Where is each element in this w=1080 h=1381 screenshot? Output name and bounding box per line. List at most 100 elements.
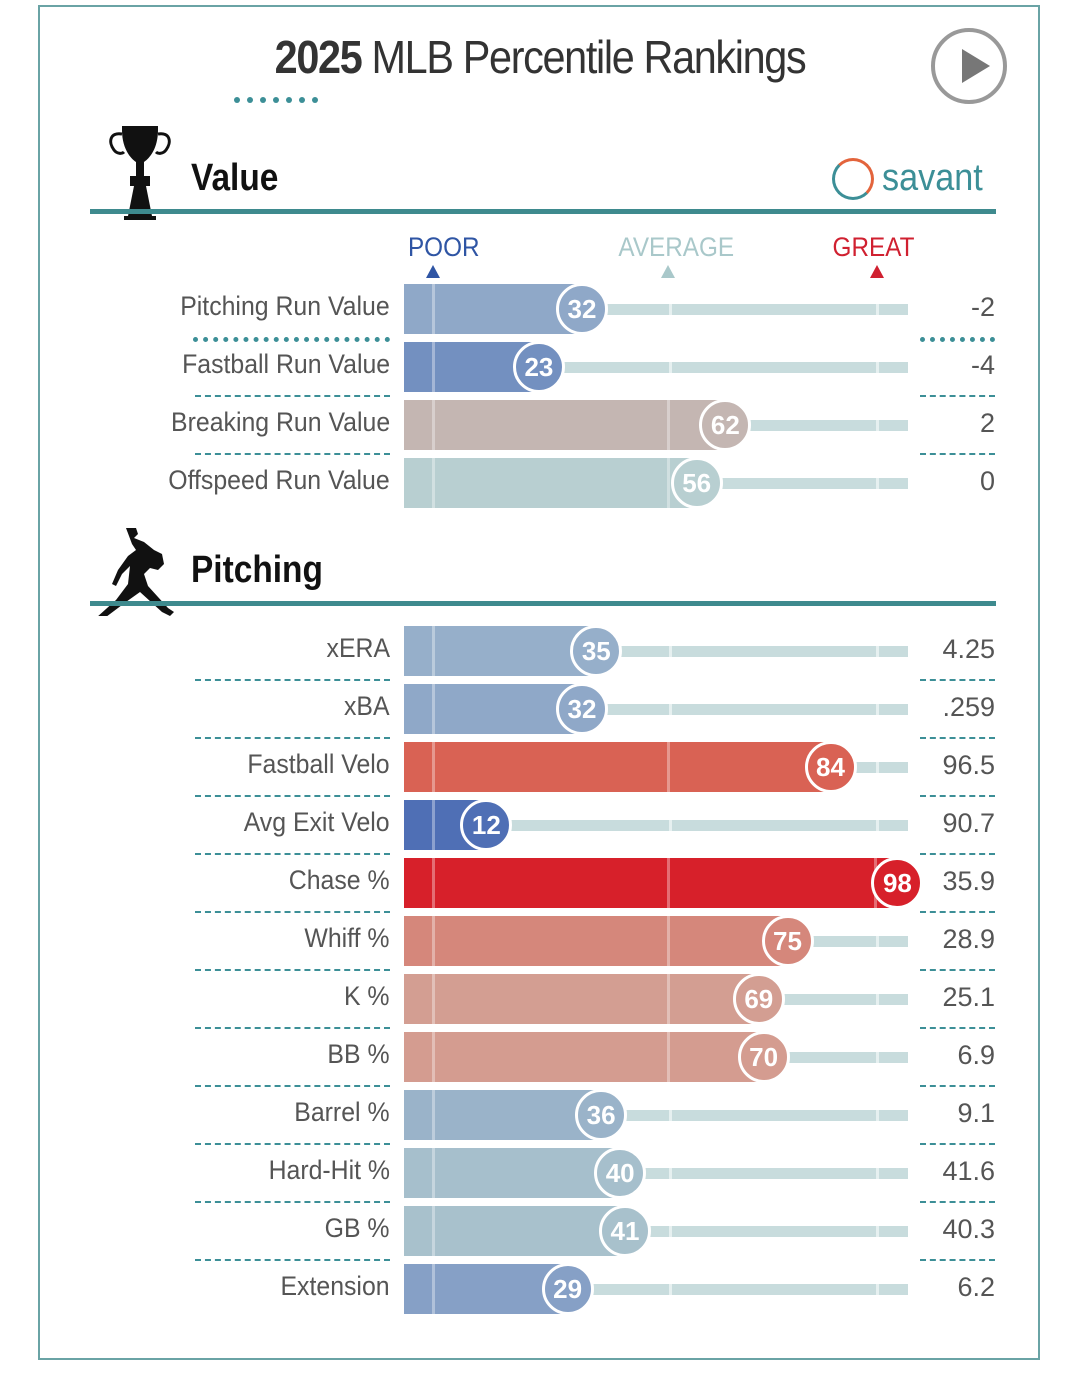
bar-track (404, 1168, 908, 1179)
row-separator (195, 1085, 390, 1087)
row-separator (195, 1201, 390, 1203)
metric-label: Whiff % (304, 923, 390, 953)
row-separator (920, 969, 995, 971)
metric-label: Hard-Hit % (268, 1155, 390, 1185)
track-tick (876, 1110, 879, 1121)
row-separator (195, 1143, 390, 1145)
metric-label: K % (344, 981, 390, 1011)
percentile-bar (404, 1206, 625, 1256)
percentile-bar (404, 742, 831, 792)
percentile-bar-row: 98 (404, 857, 924, 909)
percentile-bar (404, 684, 582, 734)
savant-logo: savant (832, 157, 994, 200)
title-dots-decoration (234, 97, 318, 103)
metric-label: Pitching Run Value (180, 291, 390, 321)
percentile-badge: 98 (871, 857, 924, 909)
track-tick (669, 1168, 672, 1179)
metric-value: 6.2 (957, 1272, 995, 1302)
track-tick (876, 362, 879, 373)
percentile-bar (404, 974, 759, 1024)
percentile-badge: 32 (555, 683, 608, 735)
percentile-bar-row: 35 (404, 625, 908, 677)
metric-label: Fastball Run Value (181, 349, 390, 379)
row-separator (195, 911, 390, 913)
percentile-bar (404, 1032, 764, 1082)
great-marker-icon (870, 265, 884, 278)
average-marker-icon (661, 265, 675, 278)
metric-value: 4.25 (942, 634, 995, 664)
row-separator (920, 395, 995, 397)
metric-value: 25.1 (942, 982, 995, 1012)
percentile-badge: 40 (594, 1147, 647, 1199)
savant-brand-text: savant (882, 157, 983, 199)
percentile-bar (404, 458, 697, 508)
percentile-bar-row: 84 (404, 741, 908, 793)
metric-label: Breaking Run Value (170, 407, 390, 437)
bar-track (404, 646, 908, 657)
row-separator (920, 1085, 995, 1087)
bar-track (404, 1226, 908, 1237)
track-tick (876, 478, 879, 489)
percentile-badge: 36 (575, 1089, 628, 1141)
row-separator (195, 969, 390, 971)
percentile-badge: 56 (670, 457, 723, 509)
metric-value: 41.6 (942, 1156, 995, 1186)
row-separator (920, 737, 995, 739)
percentile-badge: 75 (761, 915, 814, 967)
title-year: 2025 (274, 31, 363, 83)
percentile-bar (404, 400, 726, 450)
percentile-bar (404, 284, 582, 334)
row-separator (195, 853, 390, 855)
percentile-badge: 29 (541, 1263, 594, 1315)
percentile-badge: 41 (598, 1205, 651, 1257)
metric-value: 40.3 (942, 1214, 995, 1244)
bar-track (404, 820, 908, 831)
metric-label: Barrel % (294, 1097, 390, 1127)
percentile-bar-row: 36 (404, 1089, 908, 1141)
percentile-bar-row: 56 (404, 457, 908, 509)
metric-label: BB % (327, 1039, 390, 1069)
track-tick (876, 1052, 879, 1063)
percentile-bar-row: 40 (404, 1147, 908, 1199)
row-separator (920, 795, 995, 797)
track-tick (876, 1168, 879, 1179)
percentile-bar (404, 858, 898, 908)
percentile-bar (404, 1264, 568, 1314)
metric-label: GB % (325, 1213, 390, 1243)
metric-label: Extension (280, 1271, 390, 1301)
play-button[interactable] (931, 28, 1007, 104)
bar-track (404, 1110, 908, 1121)
percentile-bar (404, 1148, 621, 1198)
row-separator (195, 679, 390, 681)
track-tick (876, 420, 879, 431)
trophy-icon (109, 126, 171, 220)
scale-great-label: GREAT (832, 232, 915, 262)
track-tick (669, 1284, 672, 1295)
track-tick (669, 362, 672, 373)
metric-value: 35.9 (942, 866, 995, 896)
row-separator (920, 911, 995, 913)
percentile-badge: 69 (732, 973, 785, 1025)
row-separator (920, 1143, 995, 1145)
metric-label: Fastball Velo (247, 749, 390, 779)
metric-value: -2 (970, 292, 995, 322)
track-tick (876, 820, 879, 831)
percentile-badge: 23 (512, 341, 565, 393)
track-tick (876, 704, 879, 715)
bar-track (404, 362, 908, 373)
percentile-bar-row: 32 (404, 283, 908, 335)
percentile-bar (404, 916, 788, 966)
percentile-bar-row: 12 (404, 799, 908, 851)
pitcher-icon (98, 528, 174, 616)
track-tick (876, 762, 879, 773)
row-separator (920, 1027, 995, 1029)
percentile-badge: 12 (460, 799, 513, 851)
track-tick (876, 1226, 879, 1237)
percentile-badge: 62 (699, 399, 752, 451)
metric-value: 90.7 (942, 808, 995, 838)
row-separator (195, 1259, 390, 1261)
row-separator (195, 737, 390, 739)
percentile-badge: 84 (804, 741, 857, 793)
track-tick (876, 994, 879, 1005)
metric-label: xBA (344, 691, 390, 721)
